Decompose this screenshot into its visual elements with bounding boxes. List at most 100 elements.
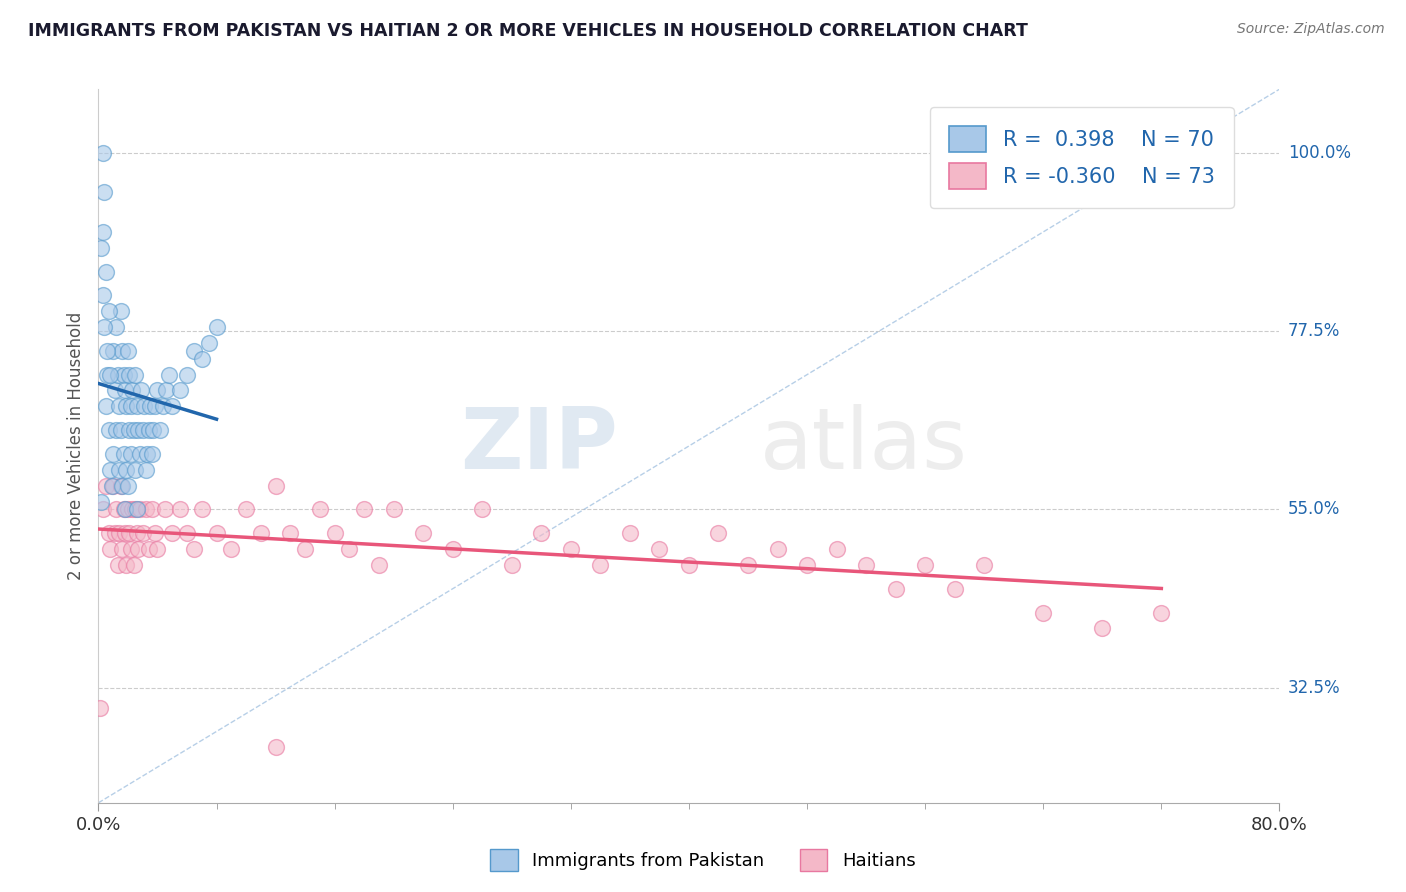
Point (111, 478, 134, 492)
Point (191, 502, 214, 516)
Point (115, 463, 138, 477)
Point (118, 368, 141, 382)
Point (1032, 606, 1054, 620)
Point (103, 343, 125, 358)
Point (91, 145, 114, 160)
Point (737, 558, 759, 572)
Point (134, 400, 156, 414)
Point (105, 502, 128, 516)
Point (146, 542, 169, 557)
Point (766, 542, 789, 557)
Point (89, 700, 111, 714)
Point (129, 384, 152, 398)
Point (143, 526, 166, 541)
Point (162, 400, 183, 414)
Text: 55.0%: 55.0% (1288, 500, 1340, 518)
Point (122, 558, 145, 572)
Point (100, 478, 122, 492)
Point (135, 463, 157, 477)
Legend: Immigrants from Pakistan, Haitians: Immigrants from Pakistan, Haitians (484, 842, 922, 879)
Point (111, 542, 134, 557)
Point (105, 320, 128, 334)
Point (114, 384, 136, 398)
Point (91, 225, 114, 239)
Point (235, 502, 257, 516)
Point (294, 542, 316, 557)
Point (250, 526, 273, 541)
Point (135, 502, 157, 516)
Point (205, 526, 228, 541)
Point (120, 400, 142, 414)
Point (183, 542, 205, 557)
Point (97, 304, 120, 318)
Point (108, 400, 131, 414)
Point (90, 494, 112, 508)
Point (94, 478, 117, 492)
Point (825, 542, 848, 557)
Point (121, 502, 143, 516)
Point (619, 526, 641, 541)
Point (124, 463, 146, 477)
Point (136, 447, 159, 461)
Point (796, 558, 818, 572)
Y-axis label: 2 or more Vehicles in Household: 2 or more Vehicles in Household (66, 312, 84, 580)
Point (141, 502, 163, 516)
Point (943, 582, 966, 596)
Point (309, 502, 332, 516)
Legend: R =  0.398    N = 70, R = -0.360    N = 73: R = 0.398 N = 70, R = -0.360 N = 73 (931, 107, 1233, 208)
Point (125, 526, 148, 541)
Point (138, 542, 160, 557)
Point (176, 368, 198, 382)
Point (93, 320, 115, 334)
Point (169, 502, 191, 516)
Point (125, 502, 148, 516)
Point (125, 400, 148, 414)
Text: 100.0%: 100.0% (1288, 144, 1351, 161)
Point (589, 558, 612, 572)
Point (412, 526, 434, 541)
Point (855, 558, 877, 572)
Point (111, 343, 134, 358)
Point (114, 502, 136, 516)
Point (91, 502, 114, 516)
Point (368, 558, 391, 572)
Point (93, 186, 115, 200)
Point (118, 423, 141, 437)
Point (112, 502, 135, 516)
Text: Source: ZipAtlas.com: Source: ZipAtlas.com (1237, 22, 1385, 37)
Point (169, 384, 191, 398)
Point (118, 526, 141, 541)
Point (114, 526, 136, 541)
Point (97, 526, 120, 541)
Point (97, 423, 120, 437)
Point (501, 558, 523, 572)
Point (176, 526, 198, 541)
Point (162, 526, 183, 541)
Point (530, 526, 553, 541)
Point (105, 423, 128, 437)
Point (127, 423, 149, 437)
Point (117, 343, 139, 358)
Point (707, 526, 730, 541)
Point (471, 502, 494, 516)
Point (648, 542, 671, 557)
Point (128, 447, 150, 461)
Point (264, 478, 287, 492)
Point (132, 423, 155, 437)
Point (914, 558, 936, 572)
Point (112, 447, 135, 461)
Point (441, 542, 464, 557)
Point (127, 542, 149, 557)
Point (98, 368, 121, 382)
Point (973, 558, 995, 572)
Point (149, 423, 172, 437)
Point (122, 423, 145, 437)
Point (1150, 606, 1173, 620)
Point (104, 384, 127, 398)
Point (96, 343, 118, 358)
Point (146, 384, 169, 398)
Point (115, 400, 138, 414)
Point (205, 320, 228, 334)
Text: 77.5%: 77.5% (1288, 322, 1340, 340)
Point (107, 368, 129, 382)
